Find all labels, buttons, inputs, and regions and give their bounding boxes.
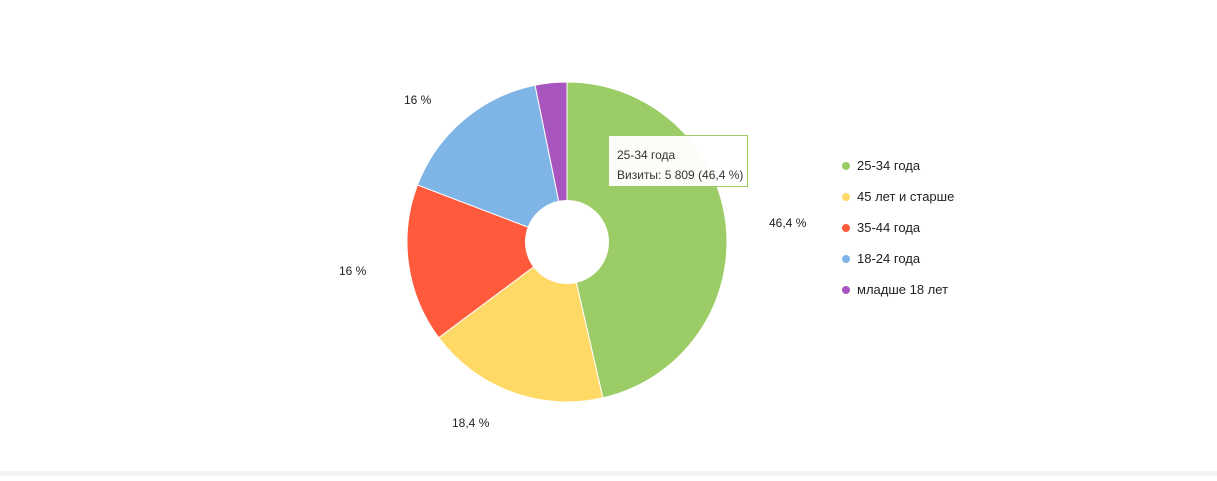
legend-dot-icon [842,192,850,201]
legend-item-25-34[interactable]: 25-34 года [842,150,954,181]
legend-label: 25-34 года [857,158,921,173]
legend-item-35-44[interactable]: 35-44 года [842,212,954,243]
donut-hole [525,200,609,284]
chart-legend: 25-34 года 45 лет и старше 35-44 года 18… [842,150,954,305]
legend-dot-icon [842,223,850,232]
tooltip-visits: Визиты: 5 809 (46,4 %) [617,168,744,182]
bottom-scroll-bar [0,471,1217,476]
legend-label: 45 лет и старше [857,189,955,204]
legend-dot-icon [842,161,850,170]
chart-tooltip: 25-34 года Визиты: 5 809 (46,4 %) [608,135,748,187]
legend-item-18-24[interactable]: 18-24 года [842,243,954,274]
legend-label: младше 18 лет [857,282,949,297]
slice-label-18-24: 16 % [404,93,432,107]
legend-label: 35-44 года [857,220,921,235]
tooltip-series-name: 25-34 года [617,148,676,162]
legend-item-45-plus[interactable]: 45 лет и старше [842,181,954,212]
slice-label-35-44: 16 % [339,264,367,278]
legend-dot-icon [842,254,850,263]
slice-label-45-plus: 18,4 % [452,416,490,430]
slice-label-25-34: 46,4 % [769,216,807,230]
pie-slice-18-24[interactable] [416,84,568,243]
pie-slice-35-44[interactable] [406,184,569,339]
legend-item-under-18[interactable]: младше 18 лет [842,274,954,305]
legend-label: 18-24 года [857,251,921,266]
legend-dot-icon [842,285,850,294]
